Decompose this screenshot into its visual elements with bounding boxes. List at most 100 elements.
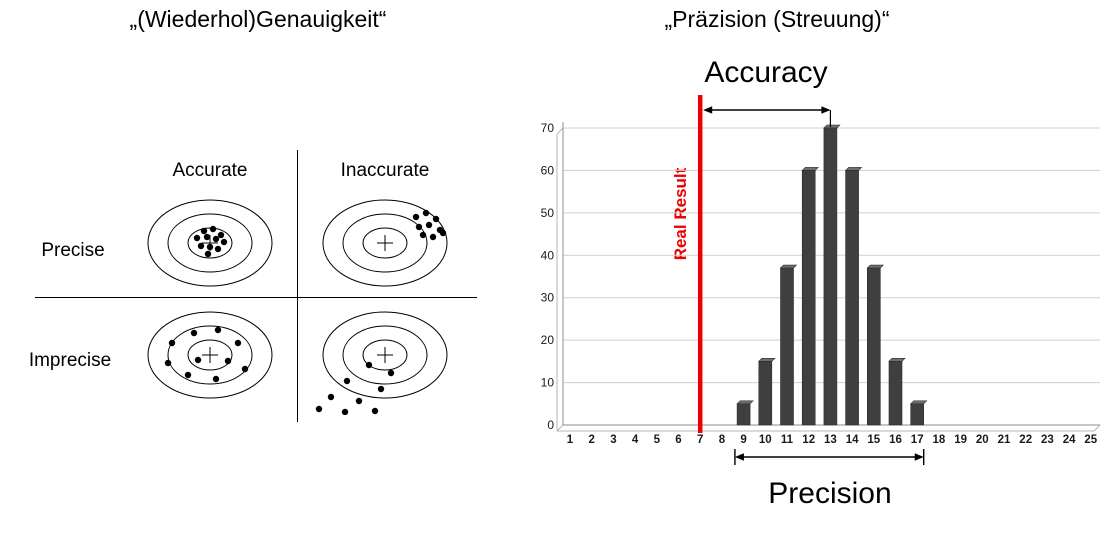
target-ring-1 (167, 325, 253, 385)
measurement-dot (429, 233, 437, 241)
y-tick-label-40: 40 (541, 248, 555, 262)
column-label-inaccurate: Inaccurate (340, 160, 430, 181)
x-tick-label-23: 23 (1041, 434, 1054, 446)
measurement-dot (214, 326, 222, 334)
x-tick-label-13: 13 (824, 434, 837, 446)
target-ring-0 (147, 311, 273, 399)
x-tick-label-3: 3 (610, 434, 616, 446)
y-tick-label-70: 70 (541, 121, 555, 135)
measurement-dot (432, 215, 440, 223)
bar-top-12 (801, 167, 819, 171)
right-title: „Präzision (Streuung)“ (664, 6, 890, 32)
measurement-dot (164, 359, 172, 367)
bar-10 (758, 361, 773, 426)
bar-16 (888, 361, 903, 426)
x-tick-label-24: 24 (1063, 434, 1076, 446)
x-tick-label-6: 6 (675, 434, 681, 446)
x-tick-label-10: 10 (759, 434, 772, 446)
bar-top-15 (866, 264, 885, 269)
measurement-dot (371, 407, 379, 415)
bar-12 (801, 170, 816, 426)
target-precise-accurate (147, 199, 273, 287)
x-tick-label-20: 20 (976, 434, 989, 446)
accuracy-arrow-head-left (703, 106, 713, 114)
measurement-dot (387, 369, 395, 377)
measurement-dot (365, 361, 373, 369)
measurement-dot (214, 245, 222, 253)
measurement-dot (168, 339, 176, 347)
measurement-dot (200, 227, 208, 235)
x-tick-label-12: 12 (802, 434, 815, 446)
measurement-dot (327, 393, 335, 401)
x-tick-label-4: 4 (632, 434, 639, 446)
measurement-dot (220, 238, 228, 246)
left-title: „(Wiederhol)Genauigkeit“ (129, 6, 387, 32)
measurement-dot (224, 357, 232, 365)
bar-top-11 (779, 264, 798, 269)
x-tick-label-1: 1 (567, 434, 574, 446)
y-tick-label-60: 60 (541, 163, 555, 177)
x-tick-label-2: 2 (588, 434, 594, 446)
measurement-dot (209, 225, 217, 233)
x-tick-label-25: 25 (1084, 434, 1097, 446)
precision-arrow-head-left (734, 453, 744, 461)
floor-edge-left (556, 424, 564, 432)
y-tick-label-50: 50 (541, 206, 555, 220)
measurement-dot (241, 365, 249, 373)
column-label-accurate: Accurate (172, 160, 248, 181)
measurement-dot (341, 408, 349, 415)
x-tick-label-11: 11 (781, 434, 794, 446)
quadrant-divider-vertical (297, 150, 298, 422)
bar-top-17 (909, 400, 928, 405)
accuracy-arrow-head-right (821, 106, 831, 114)
precision-arrow-head-right (914, 453, 924, 461)
target-ring-0 (322, 311, 448, 399)
measurement-dot (204, 250, 212, 258)
x-tick-label-16: 16 (889, 434, 902, 446)
target-ring-0 (322, 199, 448, 287)
measurement-dot (439, 229, 447, 237)
target-imprecise-accurate (147, 311, 273, 399)
x-tick-label-5: 5 (654, 434, 661, 446)
target-ring-1 (342, 213, 428, 273)
wall-edge-top (556, 127, 564, 135)
measurement-dot (234, 339, 242, 347)
measurement-dot (412, 213, 420, 221)
measurement-dot (377, 385, 385, 393)
measurement-dot (197, 242, 205, 250)
target-ring-1 (167, 213, 253, 273)
x-tick-label-15: 15 (867, 434, 880, 446)
x-tick-label-7: 7 (697, 434, 703, 446)
measurement-dot (212, 375, 220, 383)
bar-13 (823, 127, 838, 426)
row-label-imprecise: Imprecise (28, 350, 112, 371)
y-tick-label-30: 30 (541, 291, 555, 305)
measurement-dot (315, 405, 323, 413)
y-tick-label-20: 20 (541, 333, 555, 347)
measurement-dot (355, 397, 363, 405)
measurement-dot (190, 329, 198, 337)
x-tick-label-17: 17 (911, 434, 924, 446)
x-tick-label-8: 8 (719, 434, 726, 446)
quadrant-divider-horizontal (35, 297, 477, 298)
target-ring-2 (362, 339, 408, 371)
measurement-dot (217, 231, 225, 239)
y-tick-label-10: 10 (541, 376, 555, 390)
measurement-dot (419, 231, 427, 239)
bar-11 (780, 267, 794, 426)
x-tick-label-22: 22 (1019, 434, 1032, 446)
measurement-dot (203, 233, 211, 241)
bar-17 (910, 403, 925, 426)
x-tick-label-19: 19 (954, 434, 967, 446)
measurement-dot (194, 356, 202, 364)
target-imprecise-inaccurate (315, 311, 448, 415)
target-ring-1 (342, 325, 428, 385)
target-ring-2 (362, 227, 408, 259)
row-label-precise: Precise (41, 240, 105, 261)
bar-14 (845, 170, 859, 426)
precision-label: Precision (768, 477, 892, 510)
measurement-dot (415, 223, 423, 231)
measurement-dot (206, 243, 214, 251)
